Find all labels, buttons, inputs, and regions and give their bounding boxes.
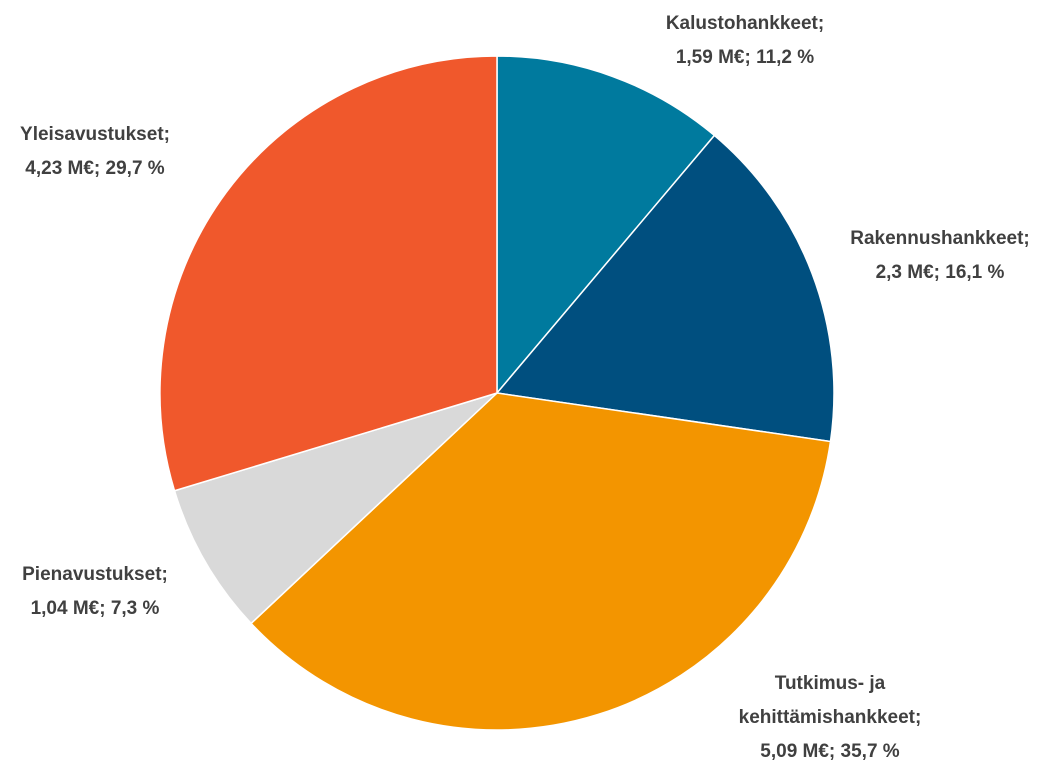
category-label: Yleisavustukset; [20,124,170,145]
slice-label: Kalustohankkeet; 1,59 M€; 11,2 % [615,7,875,75]
value-label: 5,09 M€; 35,7 % [760,741,900,762]
pie-slice [159,55,498,492]
value-label: 1,04 M€; 7,3 % [30,598,160,619]
value-label: 4,23 M€; 29,7 % [25,158,165,179]
pie-slice [496,55,716,396]
value-label: 2,3 M€; 16,1 % [875,262,1005,283]
pie-slice [495,134,835,443]
pie-slice [173,392,498,625]
slice-label: Yleisavustukset; 4,23 M€; 29,7 % [0,118,195,186]
category-label: Kalustohankkeet; [665,13,825,34]
slice-label: Pienavustukset; 1,04 M€; 7,3 % [0,558,195,626]
category-label: Pienavustukset; [22,564,168,585]
category-label: Rakennushankkeet; [850,228,1030,249]
slice-label: Tutkimus- ja kehittämishankkeet; 5,09 M€;… [715,667,945,769]
category-label: Tutkimus- ja kehittämishankkeet; [738,673,922,728]
pie-slice [250,392,832,731]
value-label: 1,59 M€; 11,2 % [675,47,815,68]
slice-label: Rakennushankkeet; 2,3 M€; 16,1 % [810,222,1059,290]
